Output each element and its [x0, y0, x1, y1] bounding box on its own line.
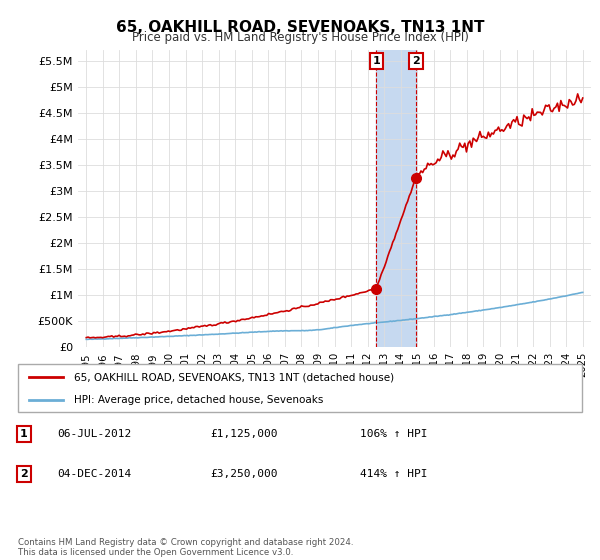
- Text: 414% ↑ HPI: 414% ↑ HPI: [360, 469, 427, 479]
- Text: Price paid vs. HM Land Registry's House Price Index (HPI): Price paid vs. HM Land Registry's House …: [131, 31, 469, 44]
- Text: 106% ↑ HPI: 106% ↑ HPI: [360, 429, 427, 439]
- FancyBboxPatch shape: [18, 364, 582, 412]
- Text: 1: 1: [20, 429, 28, 439]
- Text: £3,250,000: £3,250,000: [210, 469, 277, 479]
- Text: £1,125,000: £1,125,000: [210, 429, 277, 439]
- Text: 06-JUL-2012: 06-JUL-2012: [57, 429, 131, 439]
- Text: 65, OAKHILL ROAD, SEVENOAKS, TN13 1NT: 65, OAKHILL ROAD, SEVENOAKS, TN13 1NT: [116, 20, 484, 35]
- Text: 1: 1: [373, 56, 380, 66]
- Text: 2: 2: [20, 469, 28, 479]
- Text: 2: 2: [412, 56, 420, 66]
- Text: Contains HM Land Registry data © Crown copyright and database right 2024.
This d: Contains HM Land Registry data © Crown c…: [18, 538, 353, 557]
- Text: HPI: Average price, detached house, Sevenoaks: HPI: Average price, detached house, Seve…: [74, 395, 324, 405]
- Bar: [376, 50, 416, 347]
- Text: 65, OAKHILL ROAD, SEVENOAKS, TN13 1NT (detached house): 65, OAKHILL ROAD, SEVENOAKS, TN13 1NT (d…: [74, 372, 395, 382]
- Text: 04-DEC-2014: 04-DEC-2014: [57, 469, 131, 479]
